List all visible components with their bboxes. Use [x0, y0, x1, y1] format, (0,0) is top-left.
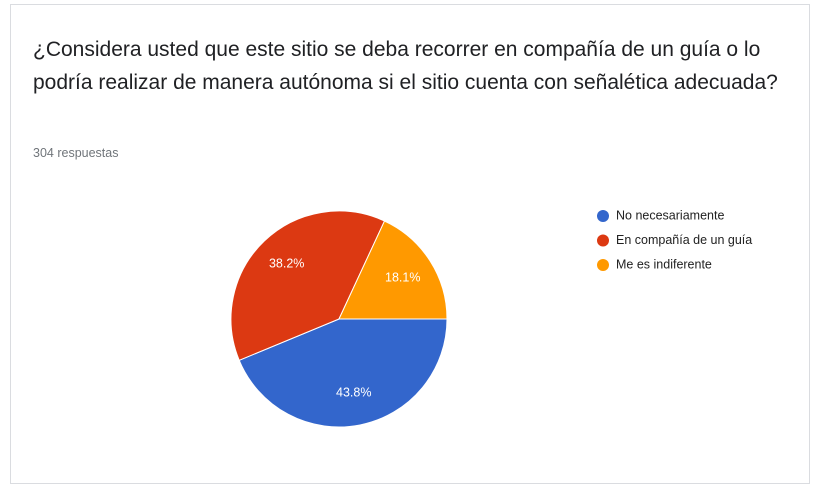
chart-title: ¿Considera usted que este sitio se deba … [33, 38, 778, 94]
legend-label: Me es indiferente [616, 257, 712, 271]
legend-label: En compañía de un guía [616, 233, 752, 247]
chart-subtitle: 304 respuestas [33, 146, 119, 160]
pie-slice [230, 210, 386, 361]
data-label: 43.8% [336, 385, 371, 399]
pie-slice [238, 318, 448, 428]
legend-marker [597, 210, 609, 222]
data-label: 18.1% [385, 271, 420, 285]
data-label: 38.2% [269, 257, 304, 271]
legend-marker [597, 234, 609, 247]
legend-marker [597, 259, 609, 271]
legend-label: No necesariamente [616, 208, 724, 222]
pie-slice [338, 220, 448, 320]
